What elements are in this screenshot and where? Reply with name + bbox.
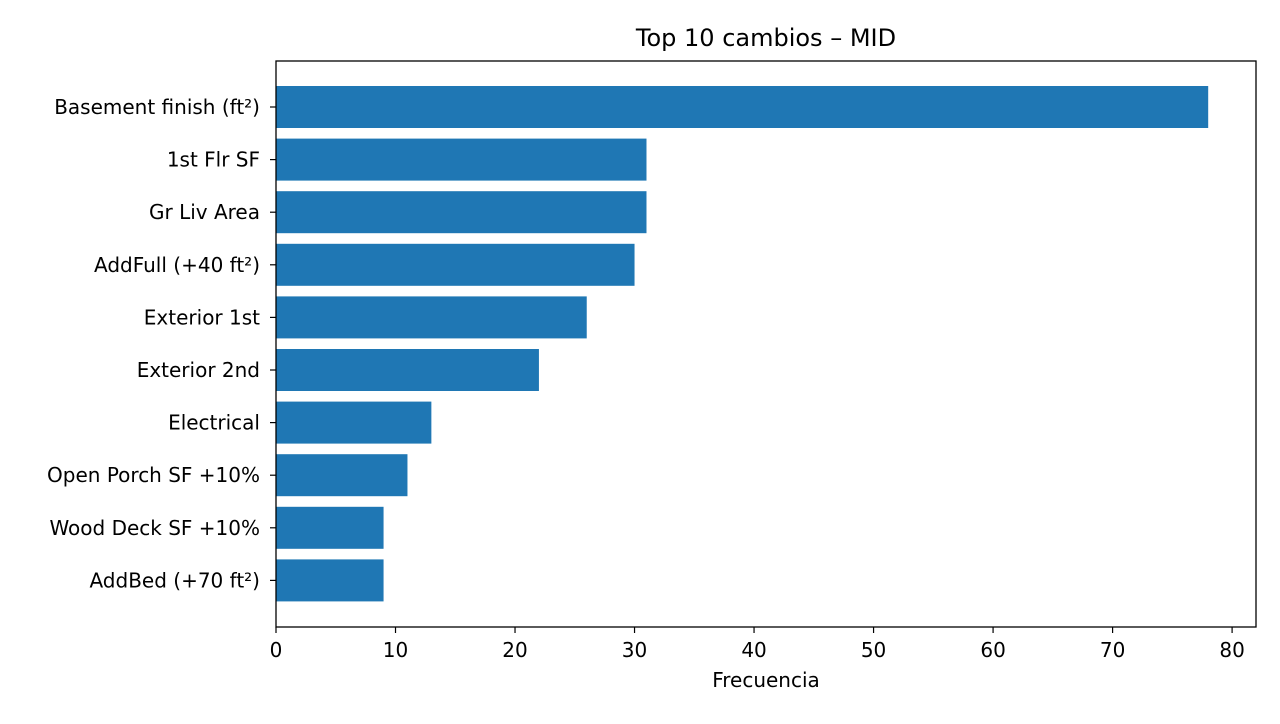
y-tick-label: Electrical [168, 411, 260, 435]
y-tick-label: 1st Flr SF [167, 148, 260, 172]
bar [276, 86, 1209, 128]
x-axis-label: Frecuencia [712, 668, 820, 692]
x-tick-label: 70 [1100, 638, 1125, 662]
y-tick-label: Exterior 1st [144, 305, 260, 329]
x-tick-label: 80 [1219, 638, 1244, 662]
y-tick-label: AddFull (+40 ft²) [94, 253, 260, 277]
bar [276, 506, 384, 549]
x-tick-label: 60 [980, 638, 1005, 662]
bar [276, 243, 635, 286]
y-tick-label: Gr Liv Area [149, 200, 260, 224]
plot-frame [275, 60, 1257, 628]
axes-layer: Basement finish (ft²) 1st Flr SF Gr Liv Ar… [47, 60, 1257, 662]
x-tick-label: 50 [861, 638, 886, 662]
chart-title: Top 10 cambios – MID [635, 24, 896, 52]
bar [276, 559, 384, 602]
x-tick-label: 40 [741, 638, 766, 662]
bars-layer [276, 86, 1209, 602]
bar [276, 296, 587, 339]
bar [276, 191, 647, 234]
y-tick-label: Open Porch SF +10% [47, 463, 260, 487]
x-tick-label: 0 [270, 638, 283, 662]
bar [276, 401, 432, 444]
y-tick-label: AddBed (+70 ft²) [89, 568, 260, 592]
bar [276, 138, 647, 181]
y-tick-label: Exterior 2nd [137, 358, 260, 382]
y-tick-label: Basement finish (ft²) [54, 95, 260, 119]
x-tick-label: 10 [383, 638, 408, 662]
bar [276, 454, 408, 497]
bar [276, 349, 539, 391]
y-tick-label: Wood Deck SF +10% [49, 516, 260, 540]
x-tick-label: 30 [622, 638, 647, 662]
x-tick-label: 20 [502, 638, 527, 662]
